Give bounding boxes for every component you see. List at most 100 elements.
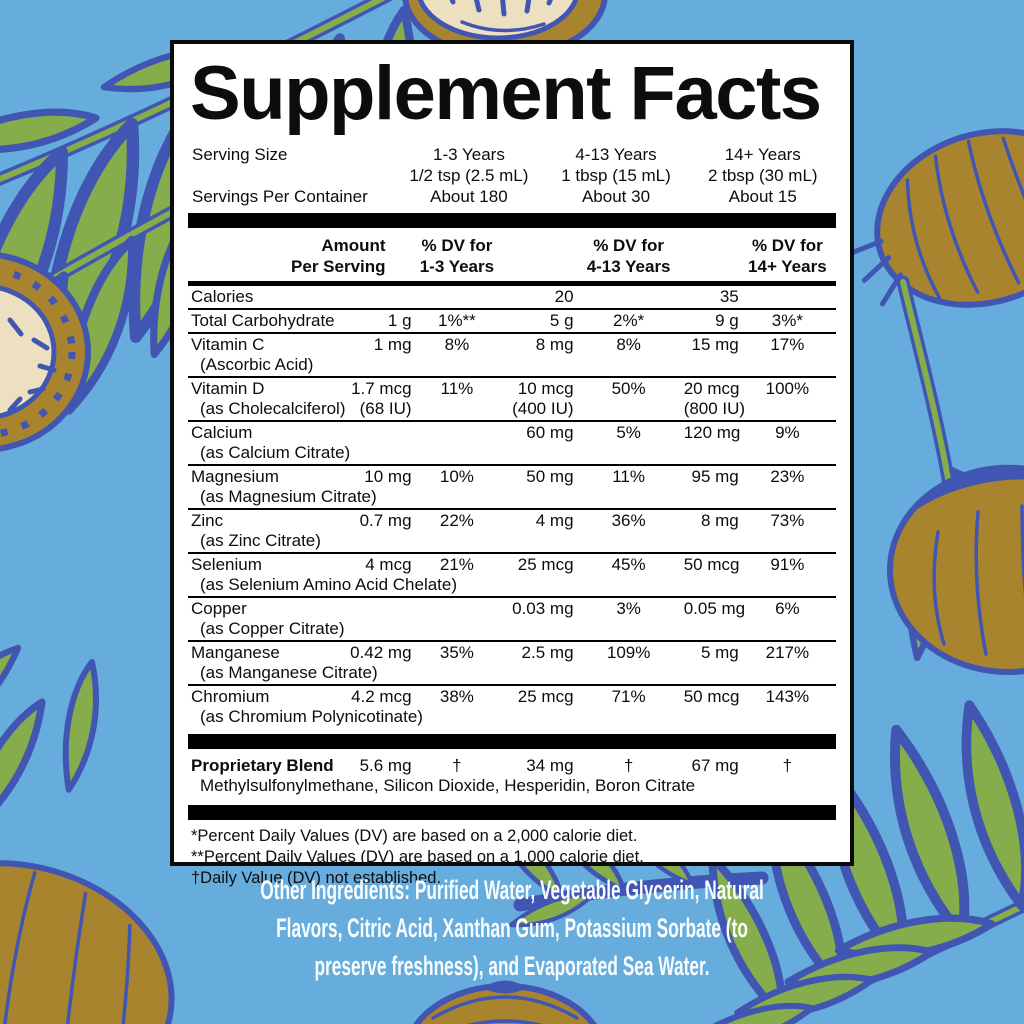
dv-14-plus-years: 217% (739, 643, 836, 683)
amount-4-13-years-value: 4 mg (535, 511, 574, 531)
proprietary-blend-name: Proprietary Blend (191, 756, 334, 776)
dv-1-3-years: 38% (412, 687, 503, 727)
dv-4-13-years: 3% (574, 599, 684, 639)
footnotes: *Percent Daily Values (DV) are based on … (188, 826, 836, 889)
amount-14-plus-years: 9 g (684, 311, 739, 331)
nutrient-row: Total Carbohydrate 1 g 1%** 5 g 2%* 9 g 3%* (188, 308, 836, 332)
dv-1-3-years-value: 11% (440, 379, 474, 399)
amount-4-13-years: 50 mg (502, 467, 573, 507)
nutrient-row: Selenium (as Selenium Amino Acid Chelate)… (188, 552, 836, 596)
nutrient-name: Chromium (as Chromium Polynicotinate) (188, 687, 423, 727)
servings-per-container-1: About 180 (430, 187, 508, 207)
footnote-2000-calorie: *Percent Daily Values (DV) are based on … (191, 827, 638, 846)
dv-4-13-years-value: 2%* (613, 311, 645, 331)
amount-14-plus-years-value: 120 mg (683, 423, 741, 443)
dv-1-3-years-value: 22% (439, 511, 474, 531)
dv-header-14-plus-line2: 14+ Years (748, 257, 827, 277)
dv-1-3-years: 10% (412, 467, 503, 507)
nutrient-name-value: Zinc (191, 511, 224, 531)
nutrient-table: Calories 20 35 Total Carbohydrate 1 g 1%** 5 g… (188, 286, 836, 728)
amount-14-plus-years-value: 15 mg (691, 335, 739, 355)
amount-per-serving-header: Amount Per Serving (188, 235, 412, 277)
amount-14-plus-years: 20 mcg (800 IU) (683, 379, 746, 419)
dv-4-13-years-value: 11% (612, 467, 645, 487)
dv-header-1-3-line2: 1-3 Years (419, 257, 495, 277)
amount-1-3-years (318, 287, 412, 307)
amount-1-3-years: 0.7 mg (318, 511, 412, 551)
amount-14-plus-years: 8 mg (684, 511, 739, 551)
footnote-dv-not-established: †Daily Value (DV) not established. (191, 869, 442, 888)
proprietary-dv-4-13-years: † (623, 756, 634, 776)
amount-14-plus-years-sub: (800 IU) (683, 399, 746, 419)
dv-14-plus-years: 143% (739, 687, 836, 727)
nutrient-name-sub: (Ascorbic Acid) (200, 355, 314, 375)
other-ingredients-line-3: preserve freshness), and Evaporated Sea … (314, 951, 710, 982)
amount-14-plus-years: 0.05 mg (684, 599, 745, 639)
amount-4-13-years: 25 mcg (502, 687, 574, 727)
dv-1-3-years: 1%** (412, 311, 503, 331)
dv-4-13-years: 5% (574, 423, 684, 463)
dv-1-3-years (412, 599, 503, 639)
dv-4-13-years-value: 8% (616, 335, 641, 355)
amount-1-3-years: 0.42 mg (318, 643, 411, 683)
amount-header-line2: Per Serving (291, 257, 386, 277)
divider-bar (188, 805, 836, 821)
dv-4-13-years: 11% (574, 467, 684, 507)
dv-1-3-years: 35% (412, 643, 503, 683)
dv-1-3-years: 21% (412, 555, 503, 595)
servings-per-container-2: About 30 (581, 187, 651, 207)
proprietary-blend-components: Methylsulfonylmethane, Silicon Dioxide, … (200, 776, 696, 796)
amount-4-13-years: 8 mg (502, 335, 574, 375)
amount-4-13-years-value: 2.5 mg (521, 643, 574, 663)
amount-1-3-years-value: 1.7 mcg (351, 379, 412, 399)
nutrient-name: Magnesium (as Magnesium Citrate) (188, 467, 377, 507)
nutrient-name-sub: (as Magnesium Citrate) (200, 487, 377, 507)
serving-size-1: 1/2 tsp (2.5 mL) (409, 166, 529, 186)
dv-14-plus-years: 17% (739, 335, 836, 375)
dv-4-13-years: 36% (574, 511, 684, 551)
amount-14-plus-years-value: 50 mcg (683, 687, 740, 707)
dv-header-4-13-years: % DV for 4-13 Years (574, 235, 684, 277)
nutrient-name-value: Chromium (191, 687, 270, 707)
amount-14-plus-years: 95 mg (684, 467, 739, 507)
nutrient-name-sub: (as Calcium Citrate) (200, 443, 351, 463)
nutrient-row: Vitamin C (Ascorbic Acid) 1 mg 8% 8 mg 8% 15 m… (188, 332, 836, 376)
dv-14-plus-years: 91% (739, 555, 836, 595)
nutrient-row: Vitamin D (as Cholecalciferol) 1.7 mcg (68 … (188, 376, 836, 420)
dv-4-13-years: 2%* (574, 311, 684, 331)
dv-1-3-years-value: 38% (439, 687, 474, 707)
proprietary-dv-1-3-years: † (452, 756, 462, 776)
amount-4-13-years-value: 25 mcg (517, 555, 574, 575)
serving-size-3: 2 tbsp (30 mL) (707, 166, 818, 186)
serving-size-label: Serving Size (192, 145, 288, 165)
dv-14-plus-years: 73% (739, 511, 836, 551)
coconut-left-middle-icon (0, 252, 91, 452)
nutrient-name-value: Calcium (191, 423, 253, 443)
coconut-top-right-icon (848, 128, 1024, 308)
proprietary-blend-row: Proprietary Blend 5.6 mg † 34 mg † 67 mg… (188, 754, 836, 799)
dv-1-3-years-value: 35% (439, 643, 474, 663)
amount-4-13-years: 60 mg (502, 423, 573, 463)
amount-1-3-years (318, 599, 412, 639)
dv-4-13-years: 71% (574, 687, 684, 727)
dv-14-plus-years-value: 9% (775, 423, 800, 443)
dv-14-plus-years (739, 287, 836, 307)
dv-1-3-years: 8% (412, 335, 503, 375)
amount-14-plus-years-value: 35 (719, 287, 739, 307)
amount-4-13-years-value: 0.03 mg (512, 599, 574, 619)
amount-14-plus-years: 50 mcg (683, 687, 740, 727)
coconut-bottom-left-icon (0, 860, 175, 1024)
amount-4-13-years: 0.03 mg (502, 599, 573, 639)
other-ingredients-text: Other Ingredients: Purified Water, Veget… (143, 872, 880, 986)
dv-header-4-13-line1: % DV for (593, 236, 665, 256)
amount-4-13-years-value: 20 (554, 287, 574, 307)
dv-1-3-years (412, 423, 503, 463)
dv-14-plus-years: 6% (739, 599, 836, 639)
amount-4-13-years-value: 50 mg (526, 467, 574, 487)
dv-header-14-plus-years: % DV for 14+ Years (739, 235, 836, 277)
nutrient-name-value: Copper (191, 599, 247, 619)
dv-14-plus-years-value: 91% (770, 555, 805, 575)
amount-1-3-years: 1.7 mcg (68 IU) (318, 379, 412, 419)
nutrient-name-value: Manganese (191, 643, 280, 663)
